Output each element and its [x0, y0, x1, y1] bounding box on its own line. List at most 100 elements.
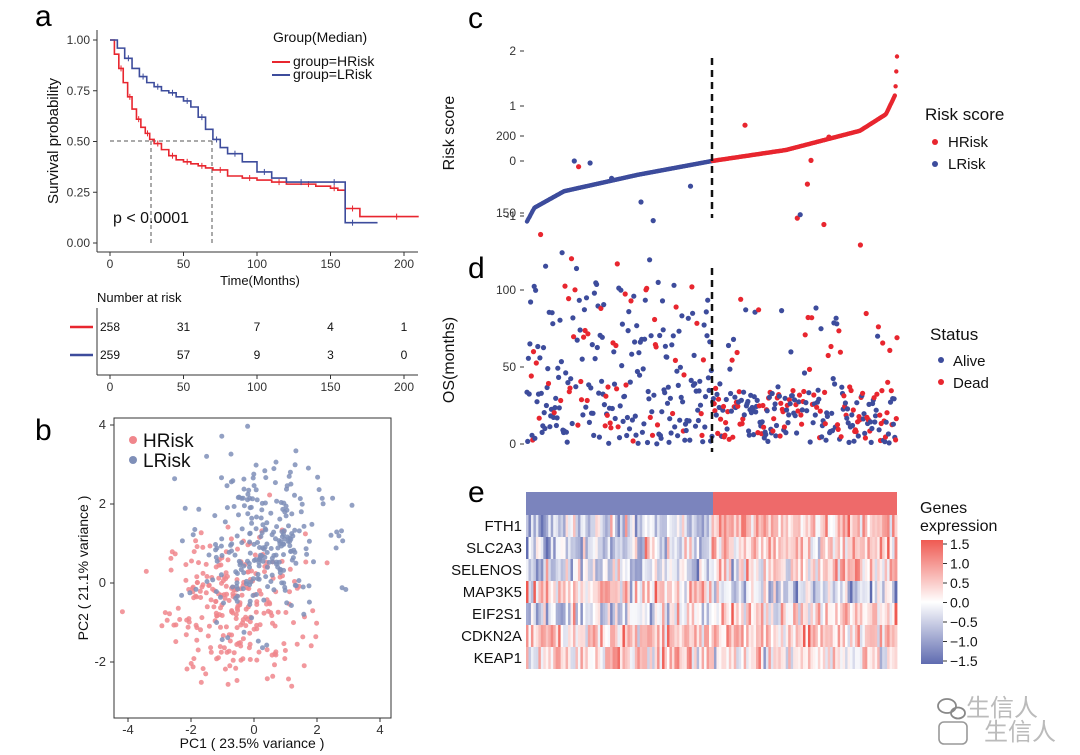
heatmap-cell: [674, 537, 678, 559]
heatmap-cell: [644, 625, 648, 647]
heatmap-cell: [615, 647, 618, 669]
risk-score-ylabel: Risk score: [441, 96, 458, 171]
heatmap-cell: [793, 537, 796, 559]
heatmap-cell: [852, 625, 856, 647]
heatmap-cell: [597, 581, 601, 603]
heatmap-cell: [731, 559, 735, 581]
heatmap-cell: [743, 559, 747, 581]
pca-point-lrisk: [247, 564, 252, 570]
pca-point-lrisk: [262, 468, 268, 474]
heatmap-cell: [671, 559, 675, 581]
pca-point-lrisk: [228, 479, 234, 485]
pca-point-hrisk: [197, 588, 203, 594]
heatmap-cell: [827, 537, 831, 559]
os-point-alive: [542, 425, 548, 432]
heatmap-cell: [783, 515, 787, 537]
pca-ytick-label: 2: [99, 496, 106, 511]
heatmap-cell: [872, 603, 876, 625]
heatmap-cell: [617, 581, 621, 603]
heatmap-cell: [709, 647, 712, 669]
pca-point-hrisk: [203, 561, 209, 567]
heatmap-cell: [731, 603, 735, 625]
os-point-alive: [611, 381, 618, 387]
os-point-dead: [853, 429, 859, 435]
pca-point-lrisk: [249, 520, 255, 526]
os-point-dead: [760, 402, 766, 409]
heatmap-cell: [738, 515, 742, 537]
pca-point-lrisk: [281, 500, 287, 506]
heatmap-cell: [600, 581, 604, 603]
os-point-dead: [562, 283, 568, 289]
heatmap-cell: [637, 625, 641, 647]
panel-label-a: a: [35, 0, 52, 33]
os-point-dead: [694, 320, 700, 326]
risk-table-title: Number at risk: [97, 290, 182, 305]
os-point-alive: [662, 343, 669, 349]
heatmap-cell: [558, 647, 562, 669]
os-point-dead: [647, 414, 653, 420]
heatmap-cell: [605, 603, 609, 625]
heatmap-cell: [610, 581, 613, 603]
heatmap-cell: [822, 537, 826, 559]
os-point-alive: [594, 281, 600, 287]
pca-point-lrisk: [292, 527, 298, 533]
heatmap-cell: [837, 625, 841, 647]
pca-point-lrisk: [279, 529, 285, 535]
heatmap-cell: [585, 537, 589, 559]
heatmap-cell: [657, 581, 660, 603]
heatmap-cell: [879, 625, 883, 647]
heatmap-cell: [590, 537, 594, 559]
heatmap-cell: [555, 559, 559, 581]
heatmap-cell: [686, 559, 690, 581]
pca-point-hrisk: [228, 536, 234, 542]
heatmap-cell: [570, 537, 574, 559]
heatmap-cell: [669, 559, 673, 581]
heatmap-cell: [753, 537, 757, 559]
heatmap-cell: [877, 581, 881, 603]
heatmap-cell: [733, 625, 737, 647]
os-point-alive: [727, 366, 733, 372]
colorbar-tick-label: −1.0: [950, 634, 978, 650]
heatmap-cell: [543, 603, 547, 625]
heatmap-cell: [768, 515, 772, 537]
heatmap-cell: [553, 647, 557, 669]
pca-point-hrisk: [235, 546, 240, 552]
pca-point-lrisk: [247, 530, 253, 536]
os-point-dead: [713, 385, 719, 391]
heatmap-cell: [867, 537, 871, 559]
os-point-alive: [620, 418, 626, 424]
watermark: 生信人 生信人: [937, 695, 1056, 746]
heatmap-cell: [629, 581, 633, 603]
heatmap-cell: [704, 559, 707, 581]
heatmap-cell: [657, 625, 660, 647]
os-point-dead: [670, 410, 676, 417]
heatmap-cell: [615, 559, 618, 581]
heatmap-cell: [726, 515, 730, 537]
km-xtick-label: 0: [107, 257, 114, 271]
os-point-alive: [882, 439, 888, 445]
pca-point-lrisk: [259, 530, 265, 536]
heatmap-cell: [674, 603, 678, 625]
os-point-dead: [850, 407, 856, 413]
os-point-alive: [538, 390, 544, 396]
heatmap-cell: [768, 537, 772, 559]
heatmap-cell: [751, 625, 754, 647]
os-point-dead: [602, 423, 608, 429]
heatmap-cell: [533, 559, 537, 581]
pca-point-lrisk: [328, 532, 334, 538]
heatmap-cell: [548, 537, 552, 559]
heatmap-cell: [664, 537, 668, 559]
heatmap-cell: [563, 581, 566, 603]
heatmap-cell: [711, 603, 715, 625]
colorbar: [921, 540, 943, 664]
os-point-dead: [715, 430, 721, 436]
os-point-alive: [849, 412, 855, 418]
heatmap-cell: [825, 559, 829, 581]
risk-legend-key-lrisk: [932, 161, 938, 167]
heatmap-cell: [753, 603, 757, 625]
heatmap-cell: [662, 581, 665, 603]
os-point-dead: [607, 420, 613, 426]
heatmap-cell: [582, 647, 586, 669]
heatmap-cell: [706, 603, 710, 625]
heatmap-cell: [746, 647, 749, 669]
